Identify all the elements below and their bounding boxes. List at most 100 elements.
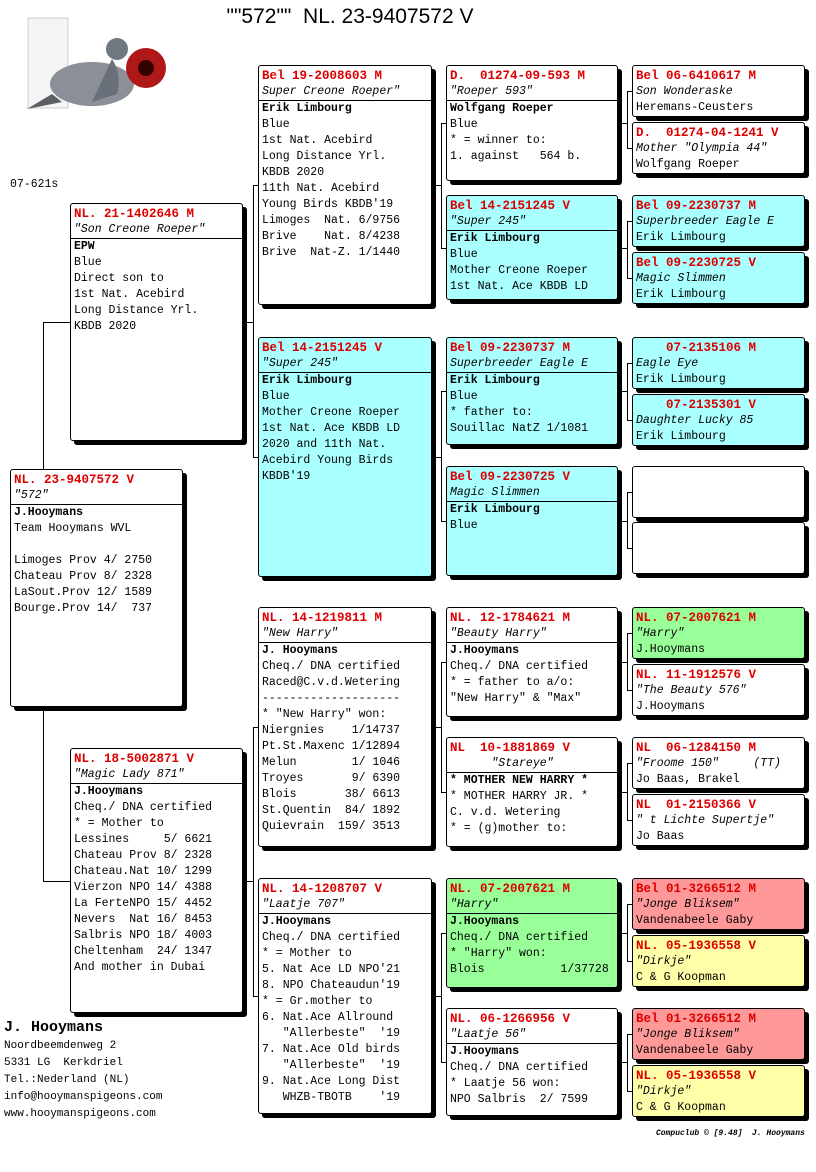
info-line: Cheq./ DNA certified: [74, 801, 213, 814]
bird-name: "Laatje 56": [447, 1027, 617, 1044]
spacer: [14, 537, 179, 553]
owner: Vandenabeele Gaby: [636, 914, 754, 927]
owner: J.Hooymans: [14, 506, 84, 519]
info-line: Cheq./ DNA certified: [450, 660, 589, 673]
result-line: Chateau Prov 8/ 2328: [14, 570, 153, 583]
connector: [432, 457, 441, 458]
info-line: La FerteNPO 15/ 4452: [74, 897, 213, 910]
bird-name: "Beauty Harry": [447, 626, 617, 643]
info-line: Team Hooymans WVL: [14, 522, 132, 535]
owner: Wolfgang Roeper: [450, 102, 554, 115]
breeder-info: J. Hooymans Noordbeemdenweg 2 5331 LG Ker…: [4, 1018, 162, 1123]
connector: [618, 792, 627, 793]
pedigree-box: 07-2135106 M Eagle Eye Erik Limbourg: [632, 337, 805, 389]
ring-number: NL 01-2150366 V: [636, 798, 757, 812]
info-line: Cheltenham 24/ 1347: [74, 945, 213, 958]
connector: [627, 1034, 632, 1035]
info-line: Blue: [450, 519, 478, 532]
info-line: * = winner to:: [450, 134, 547, 147]
owner: J.Hooymans: [74, 785, 144, 798]
bird-name: Superbreeder Eagle E: [636, 215, 775, 228]
info-line: Chateau.Nat 10/ 1299: [74, 865, 213, 878]
bird-name: "Jonge Bliksem": [636, 898, 740, 911]
pedigree-box: NL. 11-1912576 V "The Beauty 576" J.Hooyma…: [632, 664, 805, 716]
connector: [43, 322, 70, 323]
connector: [627, 763, 628, 820]
info-line: * MOTHER HARRY JR. *: [450, 790, 589, 803]
ring-number: NL. 07-2007621 M: [450, 882, 571, 896]
info-line: Brive Nat. 8/4238: [262, 230, 401, 243]
connector: [441, 792, 446, 793]
ring-number: Bel 06-6410617 M: [636, 69, 757, 83]
info-line: Blois 1/37728: [450, 963, 609, 976]
ring-number: NL. 06-1266956 V: [450, 1012, 571, 1026]
info-line: Blois 38/ 6613: [262, 788, 401, 801]
connector: [253, 457, 258, 458]
bird-name: Magic Slimmen: [447, 485, 617, 502]
bird-name: Eagle Eye: [636, 357, 699, 370]
ring-number: NL. 05-1936558 V: [636, 939, 757, 953]
pedigree-box: Bel 14-2151245 V "Super 245" Erik Limbourg…: [258, 337, 432, 577]
connector: [627, 1091, 632, 1092]
ring-number: NL. 23-9407572 V: [14, 473, 135, 487]
address-line: Noordbeemdenweg 2: [4, 1040, 117, 1052]
owner: Erik Limbourg: [450, 503, 540, 516]
pedigree-box: NL. 21-1402646 M "Son Creone Roeper" EPW Bl…: [70, 203, 243, 441]
info-line: 9. Nat.Ace Long Dist: [262, 1075, 401, 1088]
connector: [627, 91, 632, 92]
info-line: 6. Nat.Ace Allround: [262, 1011, 394, 1024]
connector: [253, 996, 258, 997]
bird-name: "Roeper 593": [447, 84, 617, 101]
bird-name: Son Wonderaske: [636, 85, 733, 98]
info-line: Vierzon NPO 14/ 4388: [74, 881, 213, 894]
info-line: Salbris NPO 18/ 4003: [74, 929, 213, 942]
bird-name: "The Beauty 576": [636, 684, 747, 697]
connector: [253, 727, 254, 996]
connector: [627, 633, 628, 690]
connector: [618, 247, 627, 249]
title: ""572"" NL. 23-9407572 V: [226, 5, 474, 28]
info-line: * "New Harry" won:: [262, 708, 387, 721]
info-line: Blue: [450, 390, 478, 403]
owner: Vandenabeele Gaby: [636, 1044, 754, 1057]
connector: [627, 904, 628, 961]
info-line: Acebird Young Birds: [262, 454, 394, 467]
connector: [627, 148, 632, 149]
info-line: Lessines 5/ 6621: [74, 833, 213, 846]
ring-number: 07-2135301 V: [636, 398, 757, 412]
connector: [432, 185, 441, 186]
connector: [243, 880, 253, 882]
info-line: 8. NPO Chateaudun'19: [262, 979, 401, 992]
connector: [627, 221, 628, 278]
address-line: info@hooymanspigeons.com: [4, 1091, 163, 1103]
connector: [441, 391, 446, 392]
info-line: Cheq./ DNA certified: [450, 931, 589, 944]
info-line: 11th Nat. Acebird: [262, 182, 380, 195]
connector: [627, 492, 628, 548]
pedigree-box: NL. 05-1936558 V "Dirkje" C & G Koopman: [632, 1065, 805, 1117]
result-line: LaSout.Prov 12/ 1589: [14, 586, 153, 599]
ring-number: 07-2135106 M: [636, 341, 757, 355]
info-line: NPO Salbris 2/ 7599: [450, 1093, 589, 1106]
connector: [43, 880, 70, 882]
info-line: Mother Creone Roeper: [262, 406, 401, 419]
ring-number: Bel 14-2151245 V: [450, 199, 571, 213]
owner: C & G Koopman: [636, 1101, 726, 1114]
bird-name: "Laatje 707": [259, 897, 431, 914]
pedigree-box: Bel 09-2230725 V Magic Slimmen Erik Limbou…: [446, 466, 618, 576]
owner: J.Hooymans: [450, 644, 520, 657]
address-line: www.hooymanspigeons.com: [4, 1108, 156, 1120]
bird-name: Magic Slimmen: [636, 272, 726, 285]
info-line: Cheq./ DNA certified: [262, 660, 401, 673]
bird-name: "Magic Lady 871": [71, 767, 242, 784]
ring-number: NL. 12-1784621 M: [450, 611, 571, 625]
pedigree-box: Bel 01-3266512 M "Jonge Bliksem" Vandenabe…: [632, 878, 805, 930]
info-line: Pt.St.Maxenc 1/12894: [262, 740, 401, 753]
ring-number: Bel 09-2230737 M: [636, 199, 757, 213]
pedigree-box: Bel 19-2008603 M Super Creone Roeper" Erik…: [258, 65, 432, 305]
connector: [441, 662, 442, 792]
pedigree-box: NL. 12-1784621 M "Beauty Harry" J.Hooymans…: [446, 607, 618, 717]
connector: [253, 185, 258, 186]
info-line: KBDB 2020: [262, 166, 325, 179]
bird-name: "Harry": [636, 627, 685, 640]
